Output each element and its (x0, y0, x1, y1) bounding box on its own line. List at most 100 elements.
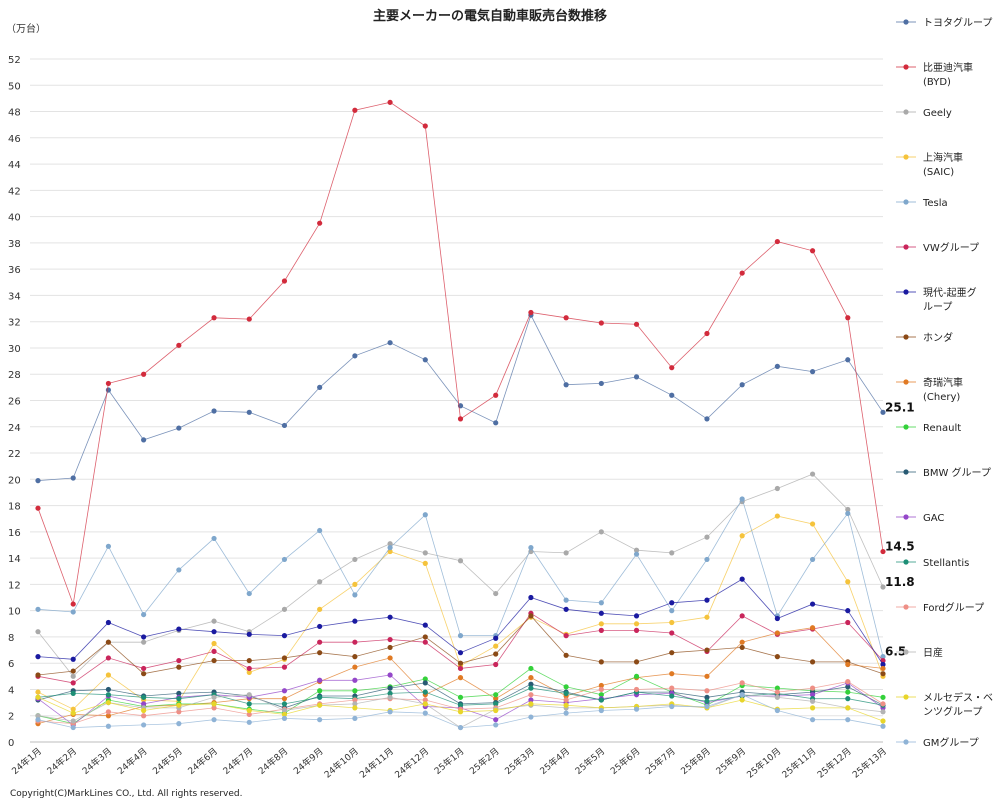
data-point (739, 382, 745, 388)
data-point (176, 567, 182, 573)
data-point (845, 717, 851, 723)
legend-label-line: BMW グループ (923, 466, 991, 479)
data-point (774, 654, 780, 660)
data-point (669, 619, 675, 626)
legend-marker (903, 469, 909, 475)
data-point (493, 717, 499, 723)
y-tick-label: 32 (8, 318, 21, 329)
y-tick-label: 28 (8, 370, 21, 381)
chart-title: 主要メーカーの電気自動車販売台数推移 (373, 8, 607, 24)
legend-label-line: ンツグループ (923, 705, 982, 718)
data-point (422, 697, 428, 703)
y-tick-label: 12 (8, 580, 21, 591)
data-point (387, 340, 393, 346)
legend-label-line: (Chery) (923, 392, 960, 403)
data-point (281, 701, 288, 707)
data-point (633, 613, 640, 619)
data-point (176, 626, 182, 632)
data-point (563, 606, 569, 612)
data-point (669, 630, 675, 636)
legend-label-line: 現代-起亜グ (923, 286, 977, 299)
series-line (37, 101, 884, 606)
end-value-labels: 25.1 14.5 11.8 6.5 (885, 400, 915, 658)
data-point (669, 608, 675, 614)
legend-marker (903, 649, 909, 655)
data-point (598, 610, 604, 616)
data-point (70, 706, 76, 712)
data-point (422, 710, 428, 716)
data-point (598, 320, 604, 326)
data-point (246, 590, 252, 597)
y-tick-label: 6 (8, 659, 14, 670)
x-tick-label: 25年10月 (744, 745, 783, 780)
data-point (352, 705, 358, 711)
data-point (880, 723, 886, 729)
data-point (35, 478, 41, 484)
legend-label-line: 奇瑞汽車 (923, 376, 963, 389)
data-point (457, 675, 464, 681)
data-point (669, 703, 675, 710)
data-point (563, 315, 569, 321)
data-point (35, 606, 41, 612)
series-0 (35, 312, 886, 484)
y-tick-label: 42 (8, 186, 21, 197)
data-point (317, 623, 323, 630)
data-point (563, 597, 569, 603)
data-point (880, 665, 886, 672)
data-point (105, 380, 112, 387)
data-point (669, 392, 675, 398)
data-point (457, 558, 464, 564)
x-tick-labels: 24年1月 24年2月 24年3月 24年4月 24年5月 24年6月 24年7月 24年8月… (9, 745, 889, 780)
series-11 (35, 672, 886, 728)
legend-label: 比亜迪汽車 (BYD) (923, 61, 973, 88)
legend-marker (903, 289, 909, 295)
legend-item: Tesla (896, 198, 948, 209)
data-point (493, 692, 499, 698)
data-point (176, 664, 182, 670)
legend-item: Stellantis (896, 558, 969, 569)
data-point (105, 709, 112, 715)
data-point (70, 718, 76, 724)
legend-label-line: ホンダ (923, 331, 953, 344)
data-point (281, 606, 288, 612)
data-point (387, 655, 393, 661)
y-tick-label: 20 (8, 475, 21, 486)
data-point (845, 510, 851, 517)
data-point (281, 422, 288, 429)
y-tick-label: 2 (8, 712, 14, 723)
data-point (880, 548, 886, 555)
legend-label: ホンダ (923, 331, 953, 344)
x-tick-label: 25年8月 (678, 745, 713, 777)
x-tick-label: 24年6月 (185, 745, 220, 777)
legend-label: GMグループ (923, 736, 979, 749)
data-point (457, 702, 464, 708)
data-point (317, 717, 323, 723)
data-point (598, 621, 604, 627)
end-value-label: 6.5 (885, 645, 906, 659)
data-point (739, 496, 745, 502)
data-point (211, 717, 217, 723)
x-tick-label: 25年12月 (815, 745, 854, 780)
data-point (880, 694, 886, 700)
data-point (528, 681, 534, 687)
data-point (880, 661, 886, 668)
data-point (176, 702, 182, 708)
data-point (457, 709, 464, 715)
data-point (422, 634, 428, 640)
data-point (739, 639, 745, 645)
data-point (317, 650, 323, 656)
data-point (774, 363, 780, 369)
data-point (528, 714, 534, 720)
data-point (809, 601, 816, 607)
data-point (739, 692, 745, 698)
legend-marker (903, 19, 909, 25)
data-point (809, 685, 816, 691)
data-point (246, 409, 252, 415)
series-line (37, 674, 884, 726)
data-point (70, 710, 76, 716)
data-point (352, 556, 358, 563)
legend-label: メルセデス・ベンツグループ (923, 691, 993, 718)
data-point (704, 647, 710, 653)
data-point (387, 690, 393, 697)
x-tick-label: 24年2月 (44, 745, 79, 777)
